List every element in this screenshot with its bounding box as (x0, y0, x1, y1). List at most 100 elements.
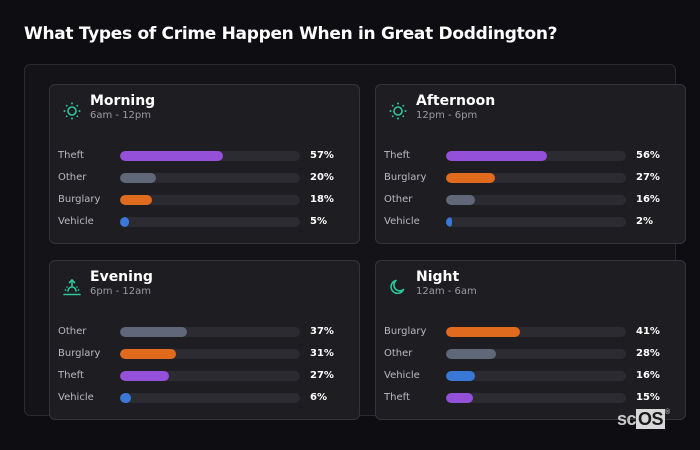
bar-label: Other (58, 172, 87, 183)
bar-label: Theft (58, 150, 84, 161)
card-night: Night 12am - 6am Burglary 41% Other 28% … (375, 260, 686, 420)
bar-value: 20% (310, 172, 334, 183)
bar-fill (446, 349, 497, 359)
bar-row-vehicle: Vehicle 16% (384, 367, 679, 389)
bar-fill (446, 151, 547, 161)
card-subtitle: 12am - 6am (416, 286, 477, 297)
bar-fill (446, 393, 473, 403)
bar-value: 37% (310, 326, 334, 337)
bar-label: Theft (58, 370, 84, 381)
bar-track (120, 173, 300, 183)
bar-row-other: Other 28% (384, 345, 679, 367)
bar-value: 16% (636, 194, 660, 205)
bar-value: 27% (310, 370, 334, 381)
bar-value: 2% (636, 216, 653, 227)
bar-label: Burglary (384, 326, 427, 337)
bar-track (446, 327, 626, 337)
bar-value: 6% (310, 392, 327, 403)
bar-value: 16% (636, 370, 660, 381)
bar-track (120, 195, 300, 205)
bar-track (120, 151, 300, 161)
bar-fill (120, 173, 156, 183)
bar-list: Theft 57% Other 20% Burglary 18% Vehicle… (58, 147, 353, 235)
bar-track (120, 217, 300, 227)
bar-fill (120, 151, 223, 161)
bar-fill (120, 327, 187, 337)
bar-value: 57% (310, 150, 334, 161)
card-title: Morning (90, 93, 156, 109)
bar-value: 27% (636, 172, 660, 183)
logo-os: OS (636, 409, 666, 429)
bar-value: 5% (310, 216, 327, 227)
bar-fill (120, 349, 176, 359)
bar-list: Theft 56% Burglary 27% Other 16% Vehicle… (384, 147, 679, 235)
bar-row-other: Other 20% (58, 169, 353, 191)
bar-fill (120, 217, 129, 227)
logo-sc: sc (617, 409, 637, 429)
bar-track (446, 217, 626, 227)
bar-track (446, 173, 626, 183)
bar-label: Burglary (58, 194, 101, 205)
bar-row-theft: Theft 56% (384, 147, 679, 169)
bar-track (446, 195, 626, 205)
bar-row-theft: Theft 57% (58, 147, 353, 169)
bar-fill (446, 371, 475, 381)
bar-value: 18% (310, 194, 334, 205)
sun-icon (388, 101, 408, 121)
bar-fill (120, 371, 169, 381)
bar-track (120, 371, 300, 381)
card-title: Evening (90, 269, 153, 285)
bar-label: Other (58, 326, 87, 337)
bar-fill (446, 195, 475, 205)
bar-row-other: Other 37% (58, 323, 353, 345)
card-title: Night (416, 269, 460, 285)
bar-row-theft: Theft 15% (384, 389, 679, 411)
bar-fill (446, 173, 495, 183)
bar-list: Burglary 41% Other 28% Vehicle 16% Theft… (384, 323, 679, 411)
sun-icon (62, 101, 82, 121)
bar-track (446, 349, 626, 359)
bar-row-vehicle: Vehicle 2% (384, 213, 679, 235)
bar-track (446, 393, 626, 403)
page-title: What Types of Crime Happen When in Great… (24, 24, 558, 44)
bar-track (446, 151, 626, 161)
bar-value: 41% (636, 326, 660, 337)
bar-fill (446, 217, 452, 227)
bar-value: 15% (636, 392, 660, 403)
card-subtitle: 6pm - 12am (90, 286, 152, 297)
bar-label: Burglary (58, 348, 101, 359)
bar-label: Vehicle (384, 370, 420, 381)
bar-row-vehicle: Vehicle 5% (58, 213, 353, 235)
sunset-icon (62, 277, 82, 297)
bar-value: 31% (310, 348, 334, 359)
bar-row-vehicle: Vehicle 6% (58, 389, 353, 411)
bar-fill (446, 327, 520, 337)
scos-logo: sc OS ® (617, 409, 670, 430)
bar-row-burglary: Burglary 41% (384, 323, 679, 345)
bar-label: Theft (384, 392, 410, 403)
logo-reg: ® (665, 409, 670, 416)
bar-value: 56% (636, 150, 660, 161)
card-evening: Evening 6pm - 12am Other 37% Burglary 31… (49, 260, 360, 420)
bar-label: Theft (384, 150, 410, 161)
bar-label: Vehicle (58, 216, 94, 227)
moon-icon (388, 277, 408, 297)
bar-label: Burglary (384, 172, 427, 183)
bar-track (120, 327, 300, 337)
bar-row-burglary: Burglary 18% (58, 191, 353, 213)
bar-row-burglary: Burglary 31% (58, 345, 353, 367)
bar-row-burglary: Burglary 27% (384, 169, 679, 191)
card-subtitle: 6am - 12pm (90, 110, 152, 121)
bar-list: Other 37% Burglary 31% Theft 27% Vehicle… (58, 323, 353, 411)
bar-label: Other (384, 348, 413, 359)
bar-track (120, 349, 300, 359)
bar-track (120, 393, 300, 403)
bar-fill (120, 393, 131, 403)
bar-label: Vehicle (384, 216, 420, 227)
card-afternoon: Afternoon 12pm - 6pm Theft 56% Burglary … (375, 84, 686, 244)
bar-fill (120, 195, 153, 205)
bar-row-theft: Theft 27% (58, 367, 353, 389)
card-subtitle: 12pm - 6pm (416, 110, 478, 121)
bar-track (446, 371, 626, 381)
bar-label: Other (384, 194, 413, 205)
